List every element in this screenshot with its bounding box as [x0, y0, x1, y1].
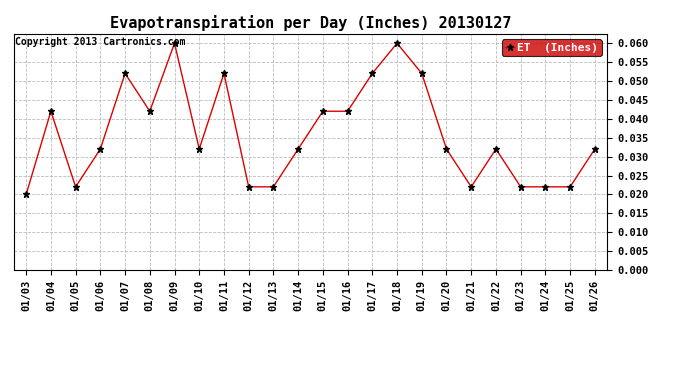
Legend: ET  (Inches): ET (Inches) [502, 39, 602, 56]
Title: Evapotranspiration per Day (Inches) 20130127: Evapotranspiration per Day (Inches) 2013… [110, 15, 511, 31]
Text: Copyright 2013 Cartronics.com: Copyright 2013 Cartronics.com [15, 37, 186, 47]
